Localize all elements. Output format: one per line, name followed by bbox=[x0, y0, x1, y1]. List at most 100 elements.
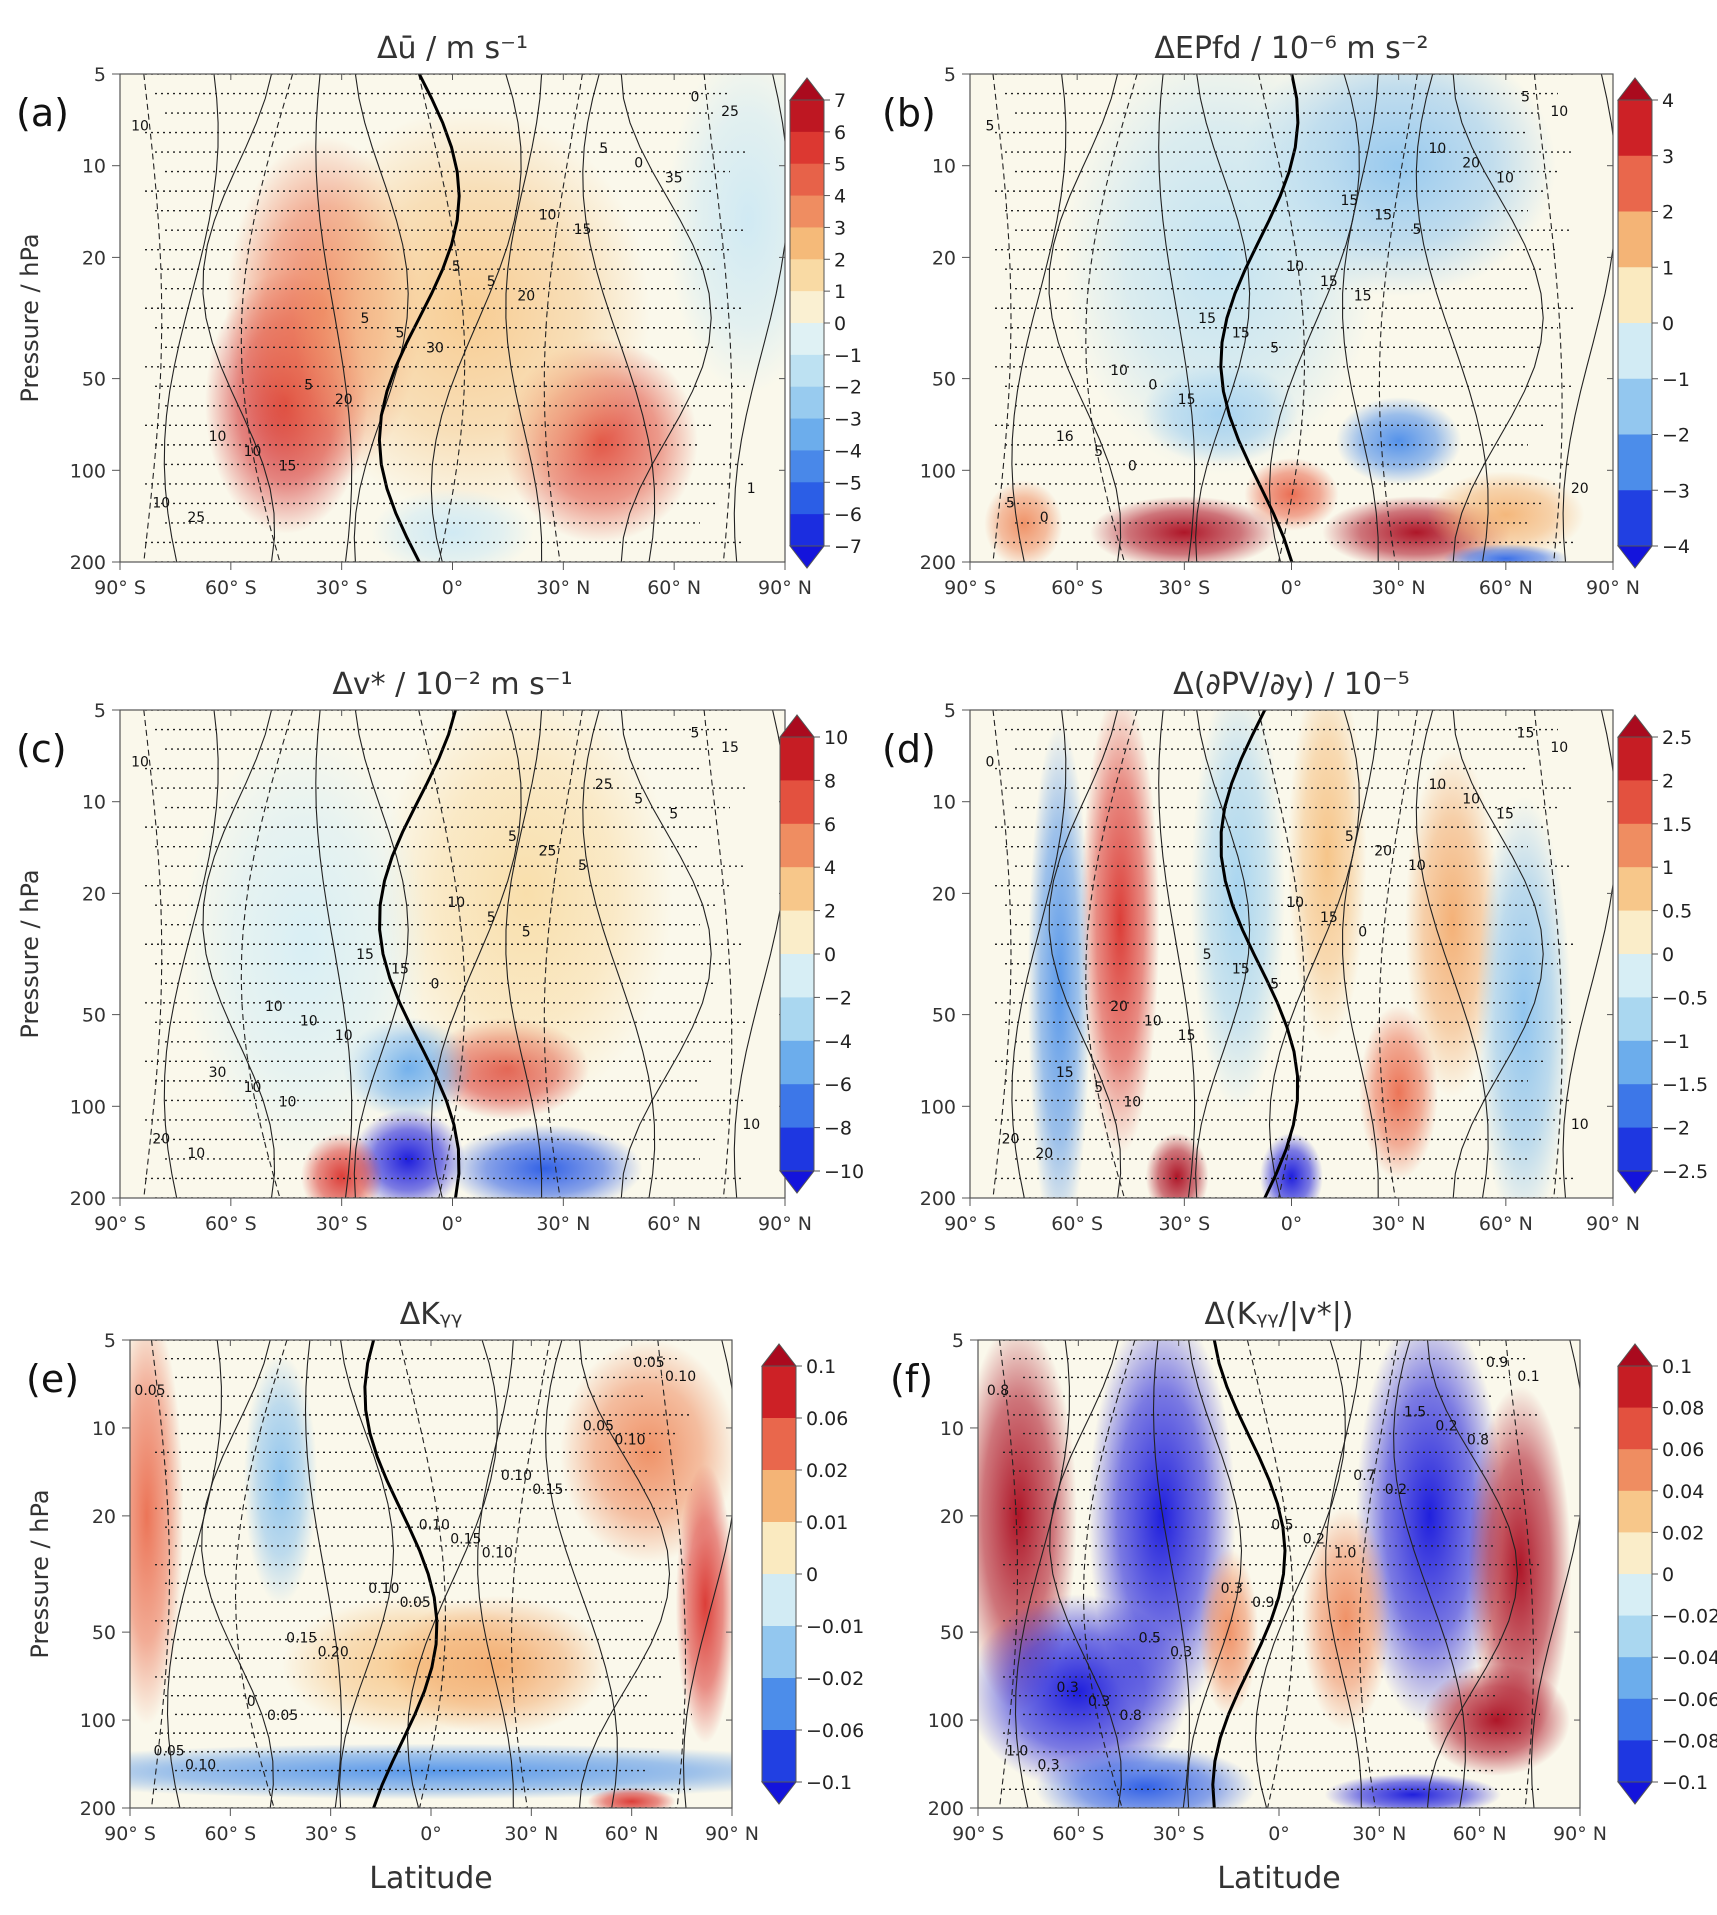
contour-label: 0 bbox=[431, 976, 440, 992]
x-tick-label: 90° N bbox=[1586, 577, 1640, 599]
contour-line bbox=[1533, 710, 1563, 1198]
contour-label: 10 bbox=[1123, 1094, 1141, 1110]
contour-line bbox=[1342, 74, 1379, 562]
y-tick-label: 20 bbox=[82, 247, 106, 269]
contour-label: 1 bbox=[747, 481, 756, 497]
colorbar-segment bbox=[1618, 1698, 1652, 1741]
model-levels bbox=[1003, 1340, 1540, 1808]
contour-line bbox=[418, 74, 466, 562]
colorbar-tick-label: −0.1 bbox=[806, 1772, 852, 1794]
colorbar-tick-label: 2 bbox=[824, 901, 836, 923]
colorbar-segment bbox=[1618, 1574, 1652, 1617]
contour-label: 0.05 bbox=[633, 1355, 664, 1371]
contour-label: 0.10 bbox=[368, 1581, 399, 1597]
contour-label: 20 bbox=[1110, 999, 1128, 1015]
field-anomaly bbox=[675, 1464, 732, 1744]
contour-label: 0.10 bbox=[501, 1468, 532, 1484]
colorbar-tick-label: 0.08 bbox=[1662, 1398, 1704, 1420]
contour-line bbox=[166, 1340, 222, 1808]
x-tick-label: 30° S bbox=[1158, 1213, 1210, 1235]
x-tick-label: 0° bbox=[1281, 1213, 1303, 1235]
contour-label: 10 bbox=[244, 1080, 262, 1096]
colorbar-tick-label: 6 bbox=[834, 122, 846, 144]
field-anomaly bbox=[1301, 1507, 1391, 1731]
colorbar-tick-label: 2 bbox=[1662, 770, 1674, 792]
contour-line bbox=[353, 74, 409, 562]
contour-label: 5 bbox=[1094, 1080, 1103, 1096]
colorbar-segment bbox=[780, 954, 814, 998]
contour-line bbox=[1049, 1340, 1122, 1808]
x-tick-label: 90° N bbox=[705, 1823, 759, 1845]
contour-label: 10 bbox=[300, 1013, 318, 1029]
field-anomaly bbox=[1027, 723, 1091, 1198]
contour-label: 10 bbox=[1496, 170, 1514, 186]
contour-label: 10 bbox=[1550, 104, 1568, 120]
colorbar-segment bbox=[1618, 1490, 1652, 1533]
contour-label: 25 bbox=[539, 843, 557, 859]
contour-line bbox=[1268, 74, 1360, 562]
colorbar-tick-label: 0 bbox=[824, 944, 836, 966]
colorbar-segment bbox=[780, 910, 814, 955]
contour-label: 10 bbox=[335, 1028, 353, 1044]
colorbar-tick-label: −3 bbox=[1662, 480, 1690, 502]
contour-label: 0.05 bbox=[400, 1595, 431, 1611]
x-tick-label: 60° N bbox=[1453, 1823, 1507, 1845]
contour-line bbox=[582, 710, 656, 1198]
zero-contour bbox=[1219, 710, 1300, 1198]
contour-label: 5 bbox=[522, 925, 531, 941]
contour-label: 15 bbox=[1178, 392, 1196, 408]
contour-line bbox=[304, 1340, 342, 1808]
colorbar: 4 3 2 1 0 −1 −2 −3 −4 bbox=[1616, 77, 1690, 569]
contour-label: 0.3 bbox=[1221, 1581, 1243, 1597]
contour-label: 0.10 bbox=[614, 1433, 645, 1449]
contour-lines bbox=[143, 710, 785, 1198]
colorbar-tick-label: −0.06 bbox=[806, 1720, 864, 1742]
colorbar-tick-label: −0.08 bbox=[1662, 1730, 1717, 1752]
contour-label: 15 bbox=[391, 962, 409, 978]
panel-letter: (f) bbox=[890, 1357, 933, 1401]
panel-letter: (a) bbox=[16, 91, 69, 135]
colorbar-tick-label: 10 bbox=[824, 727, 848, 749]
y-tick-label: 5 bbox=[944, 64, 956, 86]
colorbar-tick-label: 0 bbox=[806, 1564, 818, 1586]
x-tick-label: 30° N bbox=[536, 1213, 590, 1235]
contour-label: 0.15 bbox=[286, 1631, 317, 1647]
field-anomaly bbox=[1190, 710, 1286, 1112]
field-anomaly bbox=[447, 1124, 643, 1198]
colorbar-segment bbox=[790, 195, 824, 228]
colorbar-tick-label: −0.06 bbox=[1662, 1689, 1717, 1711]
colorbar-tick-label: −2 bbox=[1662, 425, 1690, 447]
colorbar-tick-label: −8 bbox=[824, 1118, 852, 1140]
contour-line bbox=[1325, 1340, 1362, 1808]
contour-label: 0 bbox=[986, 755, 995, 771]
contour-line bbox=[150, 1340, 171, 1808]
x-tick-label: 90° N bbox=[1586, 1213, 1640, 1235]
contour-line bbox=[1452, 710, 1544, 1198]
contour-line bbox=[202, 710, 276, 1198]
colorbar-segment bbox=[1618, 490, 1652, 547]
colorbar-tick-label: 0.02 bbox=[806, 1460, 848, 1482]
contour-label: 10 bbox=[1286, 259, 1304, 275]
colorbar: 0.1 0.06 0.02 0.01 0 −0.01 −0.02 −0.06 −0.1 bbox=[760, 1343, 864, 1805]
colorbar-segment bbox=[780, 823, 814, 868]
colorbar-max-arrow bbox=[788, 77, 826, 101]
y-tick-label: 200 bbox=[928, 1798, 964, 1820]
model-levels bbox=[145, 74, 745, 562]
contour-line bbox=[234, 1340, 288, 1808]
heat-field bbox=[978, 1340, 1572, 1808]
contour-line bbox=[1452, 74, 1544, 562]
contour-line bbox=[353, 710, 409, 1198]
contour-label: 15 bbox=[1320, 910, 1338, 926]
colorbar-segment bbox=[762, 1574, 796, 1627]
contour-label: 1.0 bbox=[1006, 1744, 1028, 1760]
colorbar-tick-label: 2 bbox=[834, 249, 846, 271]
contour-label: 0.3 bbox=[1057, 1680, 1079, 1696]
x-tick-label: 30° S bbox=[316, 577, 368, 599]
colorbar-tick-label: 4 bbox=[1662, 90, 1674, 112]
colorbar-segment bbox=[1618, 267, 1652, 324]
contour-line bbox=[510, 1340, 551, 1808]
contour-label: 10 bbox=[1429, 141, 1447, 157]
colorbar-tick-label: 1 bbox=[1662, 857, 1674, 879]
colorbar-segment bbox=[780, 1040, 814, 1085]
field-anomaly bbox=[1405, 748, 1500, 1098]
